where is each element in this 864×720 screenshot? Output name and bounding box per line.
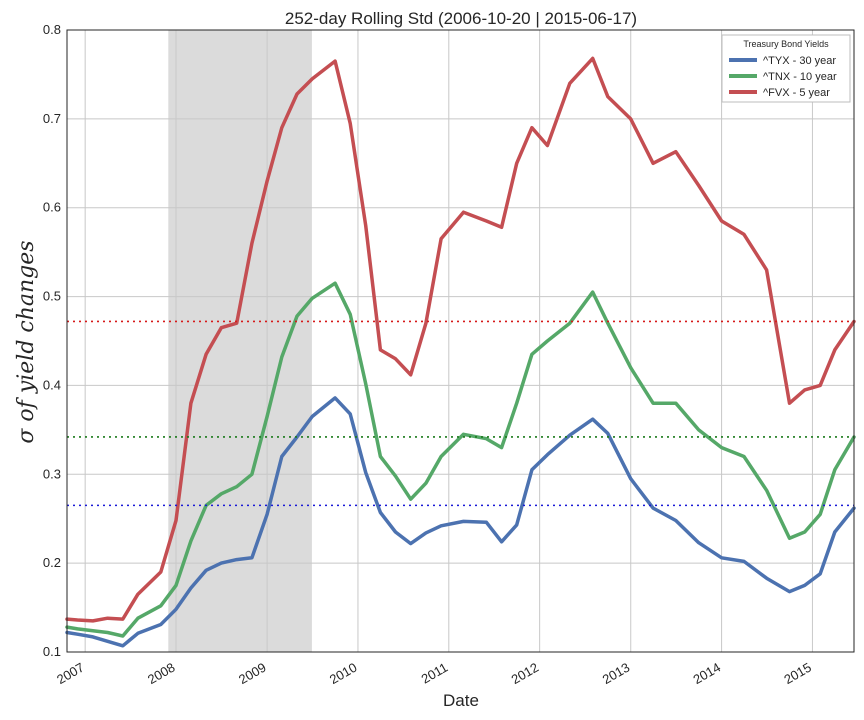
x-tick-label: 2008 <box>145 660 178 687</box>
legend-label-tnx: ^TNX - 10 year <box>763 71 837 83</box>
x-axis-label: Date <box>443 691 479 710</box>
chart-title: 252-day Rolling Std (2006-10-20 | 2015-0… <box>285 9 637 28</box>
series-line-tnx <box>65 281 856 638</box>
y-tick-label: 0.4 <box>43 377 61 392</box>
legend-title: Treasury Bond Yields <box>743 39 829 49</box>
x-tick-label: 2013 <box>600 660 633 687</box>
y-tick-label: 0.8 <box>43 22 61 37</box>
x-tick-label: 2015 <box>781 660 814 687</box>
y-tick-label: 0.1 <box>43 644 61 659</box>
legend-label-tyx: ^TYX - 30 year <box>763 55 836 67</box>
legend: Treasury Bond Yields ^TYX - 30 year ^TNX… <box>721 34 851 103</box>
plot-frame <box>66 29 855 653</box>
x-tick-label: 2012 <box>509 660 542 687</box>
plot-area: 0.1 0.2 0.3 0.4 0.5 0.6 0.7 0.8 2007 2008 2009 2010… <box>43 22 856 687</box>
x-tick-label: 2014 <box>691 660 724 687</box>
series-line-fvx <box>65 56 856 623</box>
y-axis-label: σ of yield changes <box>14 240 39 443</box>
y-tick-label: 0.6 <box>43 200 61 215</box>
x-tick-label: 2011 <box>419 660 451 687</box>
y-tick-label: 0.5 <box>43 289 61 304</box>
y-tick-label: 0.3 <box>43 466 61 481</box>
legend-label-fvx: ^FVX - 5 year <box>763 87 830 99</box>
series-line-tyx <box>65 396 856 648</box>
x-tick-label: 2007 <box>54 660 87 687</box>
x-tick-label: 2010 <box>327 660 360 687</box>
x-tick-label: 2009 <box>236 660 269 687</box>
y-tick-label: 0.7 <box>43 111 61 126</box>
y-tick-label: 0.2 <box>43 555 61 570</box>
